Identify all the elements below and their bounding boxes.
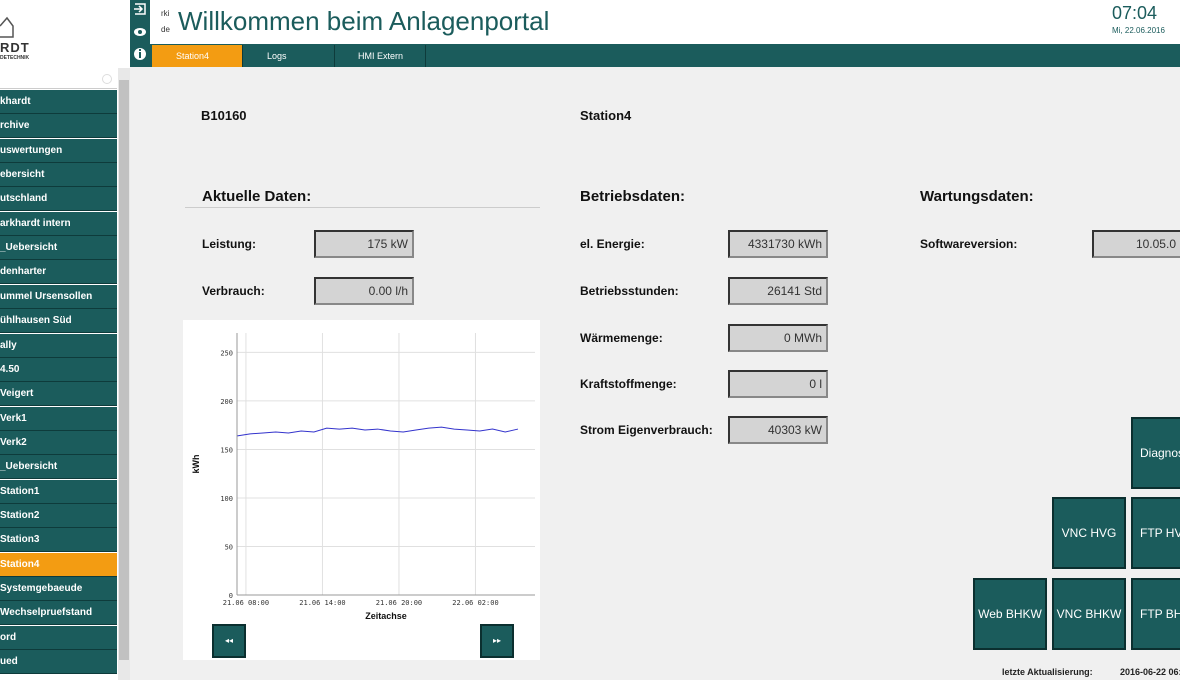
- tab-bar: [150, 44, 1180, 67]
- sidebar-item[interactable]: Verk1: [0, 406, 117, 431]
- data-line: [237, 426, 519, 437]
- action-button[interactable]: VNC BHKW: [1052, 578, 1126, 650]
- sidebar-item[interactable]: ued: [0, 650, 117, 675]
- field-value: 10.05.0: [1092, 230, 1180, 258]
- next-button[interactable]: ▸▸: [480, 624, 514, 658]
- field-value: 0.00 l/h: [314, 277, 414, 305]
- field-label: Betriebsstunden:: [580, 284, 679, 298]
- sidebar-item[interactable]: khardt: [0, 90, 117, 114]
- x-tick-label: 22.06 02:00: [452, 599, 498, 607]
- sidebar-item[interactable]: rchive: [0, 114, 117, 139]
- search-box[interactable]: [0, 70, 117, 89]
- field-label: Wärmemenge:: [580, 331, 663, 345]
- sidebar-item[interactable]: uswertungen: [0, 138, 117, 163]
- field-label: Strom Eigenverbrauch:: [580, 423, 713, 437]
- clock-time: 07:04: [1112, 3, 1158, 23]
- lang-bottom[interactable]: de: [161, 25, 170, 34]
- field-value: 4331730 kWh: [728, 230, 828, 258]
- sidebar-item[interactable]: ebersicht: [0, 163, 117, 188]
- scrollbar-thumb[interactable]: [119, 80, 129, 660]
- sidebar-item[interactable]: ühlhausen Süd: [0, 309, 117, 334]
- sidebar-item[interactable]: ally: [0, 333, 117, 358]
- sidebar-item[interactable]: denharter: [0, 260, 117, 285]
- sidebar-item[interactable]: utschland: [0, 187, 117, 212]
- x-axis-label: Zeitachse: [365, 611, 407, 620]
- field-label: Kraftstoffmenge:: [580, 377, 677, 391]
- logo-icon: [0, 16, 14, 38]
- action-button[interactable]: VNC HVG: [1052, 497, 1126, 569]
- sidebar-item[interactable]: ummel Ursensollen: [0, 284, 117, 309]
- tab[interactable]: Station4: [152, 45, 243, 67]
- tab[interactable]: Logs: [243, 45, 335, 67]
- sidebar-item[interactable]: _Uebersicht: [0, 236, 117, 261]
- icon-column: [134, 3, 146, 60]
- chart-panel: [183, 320, 540, 660]
- sidebar-item[interactable]: _Uebersicht: [0, 455, 117, 480]
- field-value: 0 MWh: [728, 324, 828, 352]
- action-button[interactable]: FTP BHK: [1131, 578, 1180, 650]
- field-label: Verbrauch:: [202, 284, 265, 298]
- field-value: 26141 Std: [728, 277, 828, 305]
- y-tick-label: 200: [220, 398, 233, 406]
- section-rule: [185, 207, 540, 208]
- lang-top[interactable]: rki: [161, 9, 170, 18]
- header: [150, 0, 1180, 44]
- chart: 0 50 100 150 200 250 21.06 08:00 21.06 14:00 21.…: [191, 333, 535, 620]
- sidebar-item[interactable]: ord: [0, 625, 117, 650]
- field-value: 0 l: [728, 370, 828, 398]
- x-tick-label: 21.06 14:00: [299, 599, 345, 607]
- section-title: Wartungsdaten:: [920, 188, 1034, 205]
- sidebar-item[interactable]: Systemgebaeude: [0, 577, 117, 601]
- y-tick-label: 150: [220, 446, 233, 454]
- sidebar-item[interactable]: 4.50: [0, 357, 117, 382]
- x-tick-label: 21.06 20:00: [376, 599, 422, 607]
- sidebar-item[interactable]: Station4: [0, 552, 117, 577]
- footer-value: 2016-06-22 06:: [1120, 667, 1180, 677]
- tab[interactable]: HMI Extern: [334, 45, 426, 67]
- section-title: Aktuelle Daten:: [202, 188, 312, 205]
- sidebar-item[interactable]: Station3: [0, 528, 117, 553]
- footer-label: letzte Aktualisierung:: [1002, 667, 1093, 677]
- logo-subtitle: DETECHNIK: [0, 55, 30, 61]
- sidebar-item[interactable]: Station2: [0, 503, 117, 528]
- x-tick-label: 21.06 08:00: [223, 599, 269, 607]
- field-label: Softwareversion:: [920, 237, 1018, 251]
- logo-name: RDT: [0, 40, 30, 55]
- field-value: 175 kW: [314, 230, 414, 258]
- y-tick-label: 0: [229, 592, 233, 600]
- field-label: Leistung:: [202, 237, 256, 251]
- y-tick-label: 250: [220, 349, 233, 357]
- station-name: Station4: [580, 108, 632, 123]
- field-label: el. Energie:: [580, 237, 645, 251]
- search-icon: [102, 74, 112, 84]
- section-title: Betriebsdaten:: [580, 188, 686, 205]
- sidebar-item[interactable]: Verk2: [0, 430, 117, 455]
- y-tick-label: 50: [225, 543, 233, 551]
- y-tick-label: 100: [220, 495, 233, 503]
- clock-date: Mi, 22.06.2016: [1112, 26, 1165, 35]
- device-id: B10160: [201, 108, 247, 123]
- sidebar-item[interactable]: Wechselpruefstand: [0, 601, 117, 626]
- action-button[interactable]: Web BHKW: [973, 578, 1047, 650]
- sidebar-item[interactable]: arkhardt intern: [0, 211, 117, 236]
- action-button[interactable]: Diagnos: [1131, 417, 1180, 489]
- prev-button[interactable]: ◂◂: [212, 624, 246, 658]
- field-value: 40303 kW: [728, 416, 828, 444]
- sidebar-item[interactable]: Station1: [0, 479, 117, 504]
- y-axis-label: kWh: [191, 455, 201, 474]
- page-title: Willkommen beim Anlagenportal: [178, 6, 550, 36]
- sidebar-item[interactable]: Veigert: [0, 382, 117, 407]
- action-button[interactable]: FTP HV: [1131, 497, 1180, 569]
